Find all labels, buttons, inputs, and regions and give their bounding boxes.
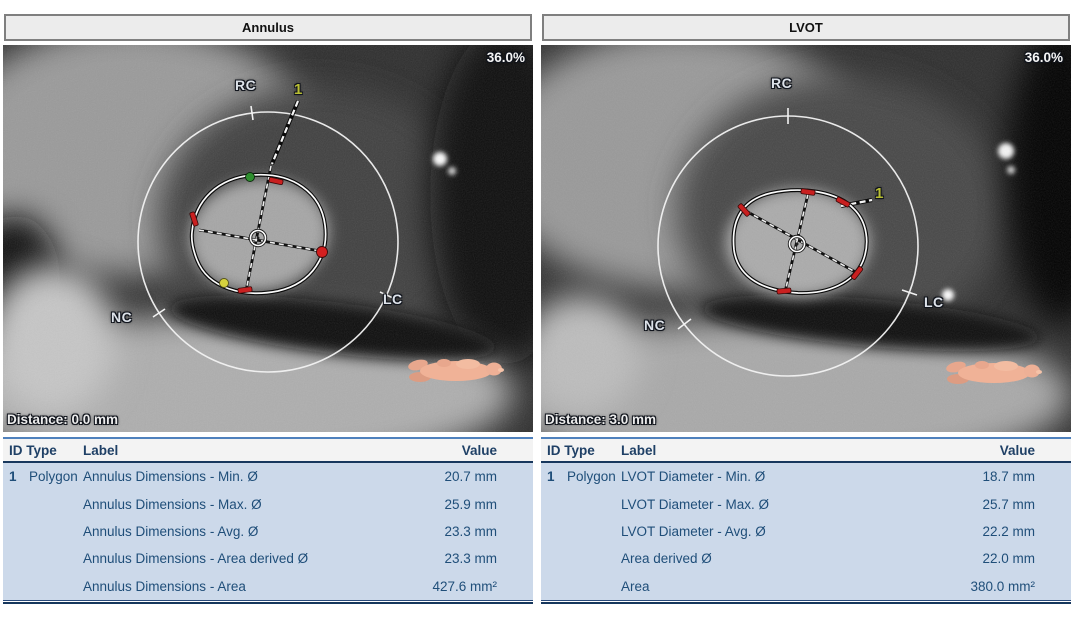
panel-lvot: LVOT [541, 14, 1071, 604]
panel-title-annulus: Annulus [4, 14, 532, 41]
cusp-label-lc: LC [383, 291, 403, 307]
table-row[interactable]: Annulus Dimensions - Area 427.6 mm² [83, 578, 497, 594]
red-cusp-marker[interactable] [835, 196, 851, 208]
cusp-label-nc: NC [111, 309, 133, 325]
panel-title-lvot: LVOT [542, 14, 1070, 41]
header-label: Label [621, 442, 657, 458]
cusp-label-lc: LC [924, 294, 944, 310]
green-handle-marker[interactable] [245, 172, 255, 182]
header-label: Label [83, 442, 119, 458]
contour-markers[interactable] [189, 172, 328, 294]
table-row[interactable]: Annulus Dimensions - Max. Ø 25.9 mm [83, 496, 497, 512]
red-cusp-marker[interactable] [189, 211, 199, 227]
annotation-leader-line [270, 100, 300, 165]
table-row[interactable]: LVOT Diameter - Avg. Ø 22.2 mm [621, 523, 1035, 539]
table-row[interactable]: Annulus Dimensions - Avg. Ø 23.3 mm [83, 523, 497, 539]
red-cusp-marker[interactable] [850, 266, 864, 280]
red-handle-marker[interactable] [316, 246, 328, 258]
fov-circle [137, 105, 399, 373]
red-cusp-marker[interactable] [737, 203, 751, 217]
measurement-table-lvot: ID Type Label Value 1 Polygon LVOT Diame… [541, 437, 1071, 604]
measurement-crosshair [745, 193, 860, 293]
fov-circle [657, 108, 919, 377]
panel-annulus: Annulus [3, 14, 533, 604]
annulus-ct-viewport[interactable]: 36.0% RC NC LC 1 Distance: 0.0 mm [3, 45, 533, 432]
table-header: ID Type Label Value [3, 439, 533, 463]
table-body: 1 Polygon Annulus Dimensions - Min. Ø 20… [3, 463, 533, 601]
red-cusp-marker[interactable] [237, 286, 253, 294]
annulus-contour[interactable] [189, 172, 328, 296]
distance-label: Distance: 3.0 mm [545, 412, 657, 427]
panel-title-text: LVOT [789, 20, 823, 35]
header-value: Value [999, 442, 1035, 458]
cusp-label-rc: RC [235, 77, 257, 93]
table-row[interactable]: 1 Polygon Annulus Dimensions - Min. Ø 20… [9, 469, 497, 485]
header-id-type: ID Type [547, 442, 595, 458]
measurement-overlay [137, 100, 504, 382]
cusp-label-rc: RC [771, 75, 793, 91]
table-row[interactable]: 1 Polygon LVOT Diameter - Min. Ø 18.7 mm [547, 469, 1035, 485]
contour-markers[interactable] [737, 188, 864, 295]
measurement-crosshair [198, 165, 321, 292]
table-row[interactable]: LVOT Diameter - Max. Ø 25.7 mm [621, 496, 1035, 512]
yellow-handle-marker[interactable] [219, 278, 229, 288]
measurement-id-label[interactable]: 1 [294, 81, 303, 98]
header-id-type: ID Type [9, 442, 57, 458]
red-cusp-marker[interactable] [776, 287, 792, 295]
zoom-percent-label: 36.0% [486, 50, 525, 65]
patient-orientation-figure [946, 361, 1042, 384]
lvot-ct-viewport[interactable]: 36.0% RC NC LC 1 Distance: 3.0 mm [541, 45, 1071, 432]
measurement-overlay [657, 108, 1042, 384]
measurement-id-label[interactable]: 1 [875, 185, 884, 202]
table-row[interactable]: Area derived Ø 22.0 mm [621, 551, 1035, 567]
dual-view-container: Annulus [0, 0, 1075, 604]
center-handle[interactable] [787, 234, 807, 254]
center-handle[interactable] [248, 228, 268, 248]
cusp-label-nc: NC [644, 317, 666, 333]
measurement-table-annulus: ID Type Label Value 1 Polygon Annulus Di… [3, 437, 533, 604]
panel-title-text: Annulus [242, 20, 294, 35]
distance-label: Distance: 0.0 mm [7, 412, 119, 427]
red-cusp-marker[interactable] [268, 176, 284, 186]
header-value: Value [461, 442, 497, 458]
table-header: ID Type Label Value [541, 439, 1071, 463]
zoom-percent-label: 36.0% [1024, 50, 1063, 65]
red-cusp-marker[interactable] [800, 188, 816, 196]
table-body: 1 Polygon LVOT Diameter - Min. Ø 18.7 mm… [541, 463, 1071, 601]
patient-orientation-figure [408, 359, 504, 382]
table-row[interactable]: Annulus Dimensions - Area derived Ø 23.3… [83, 551, 497, 567]
table-row[interactable]: Area 380.0 mm² [621, 578, 1035, 594]
